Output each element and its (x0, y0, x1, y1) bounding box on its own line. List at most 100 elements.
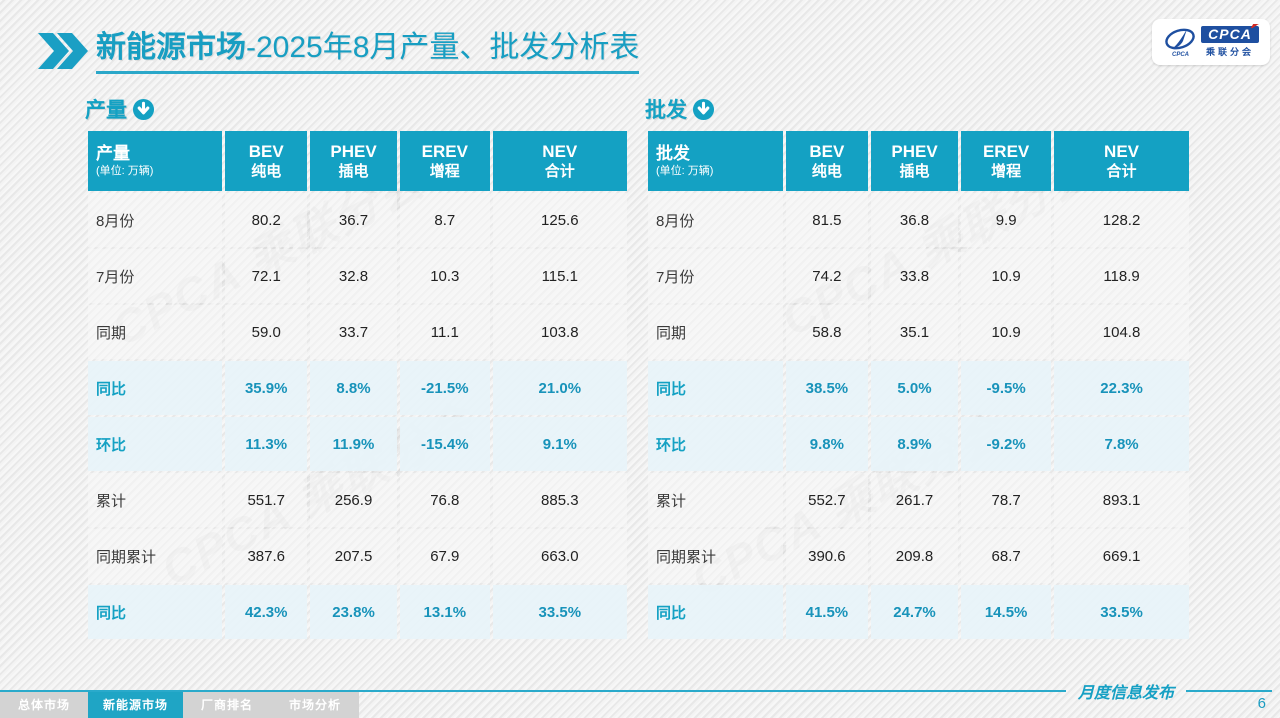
cell-value: 67.9 (400, 529, 490, 583)
row-label: 同比 (648, 585, 783, 639)
wholesale-table: 批发 (单位: 万辆) BEV 纯电 PHEV 插电 EREV 增程 NEV 合计 8月份 81.5… (645, 129, 1192, 641)
row-label: 8月份 (648, 193, 783, 247)
footer-tab-总体市场[interactable]: 总体市场 (0, 691, 88, 718)
row-label: 环比 (648, 417, 783, 471)
row-label: 同期累计 (88, 529, 223, 583)
cell-value: 36.8 (870, 193, 959, 247)
column-header: NEV 合计 (492, 131, 627, 191)
footer-tab-市场分析[interactable]: 市场分析 (271, 691, 359, 718)
row-label: 累计 (88, 473, 223, 527)
footer-line-right (1186, 690, 1272, 692)
cpca-abbr: CPCA (1201, 26, 1259, 43)
circle-down-arrow-icon (692, 98, 715, 120)
table-row: 同期累计 387.6 207.5 67.9 663.0 (88, 529, 627, 583)
cell-value: 885.3 (492, 473, 627, 527)
header: 新能源市场-2025年8月产量、批发分析表 (36, 30, 640, 74)
row-label: 7月份 (648, 249, 783, 303)
cell-value: 10.9 (961, 305, 1052, 359)
cell-value: 207.5 (310, 529, 397, 583)
cell-value: 9.9 (961, 193, 1052, 247)
table-corner-header: 产量 (单位: 万辆) (88, 131, 223, 191)
row-label: 8月份 (88, 193, 223, 247)
cpca-logo-text: CPCA 乘联分会 (1201, 26, 1259, 58)
row-label: 7月份 (88, 249, 223, 303)
wholesale-section-header: 批发 (645, 96, 1192, 122)
cell-value: 390.6 (785, 529, 868, 583)
table-row: 同比 38.5% 5.0% -9.5% 22.3% (648, 361, 1189, 415)
cell-value: 10.3 (400, 249, 490, 303)
cell-value: 8.9% (870, 417, 959, 471)
cell-value: 35.1 (870, 305, 959, 359)
cell-value: -9.2% (961, 417, 1052, 471)
table-row: 累计 552.7 261.7 78.7 893.1 (648, 473, 1189, 527)
cell-value: 33.5% (492, 585, 627, 639)
cell-value: 76.8 (400, 473, 490, 527)
production-section-header: 产量 (85, 96, 630, 122)
cell-value: 11.1 (400, 305, 490, 359)
cell-value: 78.7 (961, 473, 1052, 527)
cell-value: 669.1 (1054, 529, 1189, 583)
footer-line-left (0, 690, 1066, 692)
cell-value: 11.3% (225, 417, 308, 471)
cell-value: 118.9 (1054, 249, 1189, 303)
column-header: BEV 纯电 (785, 131, 868, 191)
cpca-emblem-icon: CPCA (1165, 28, 1195, 58)
cell-value: -15.4% (400, 417, 490, 471)
cell-value: 59.0 (225, 305, 308, 359)
footer-tab-新能源市场[interactable]: 新能源市场 (88, 691, 183, 718)
cell-value: 8.7 (400, 193, 490, 247)
cell-value: 9.8% (785, 417, 868, 471)
cell-value: 22.3% (1054, 361, 1189, 415)
cell-value: 10.9 (961, 249, 1052, 303)
cell-value: 81.5 (785, 193, 868, 247)
cell-value: 104.8 (1054, 305, 1189, 359)
row-label: 同比 (88, 585, 223, 639)
corner-unit: (单位: 万辆) (656, 165, 714, 177)
column-header: EREV 增程 (961, 131, 1052, 191)
cell-value: 552.7 (785, 473, 868, 527)
footer-tab-厂商排名[interactable]: 厂商排名 (183, 691, 271, 718)
row-label: 同比 (88, 361, 223, 415)
column-header: PHEV 插电 (310, 131, 397, 191)
table-row: 同期 59.0 33.7 11.1 103.8 (88, 305, 627, 359)
cell-value: 21.0% (492, 361, 627, 415)
column-header: NEV 合计 (1054, 131, 1189, 191)
corner-label: 产量 (96, 144, 130, 163)
table-row: 同期累计 390.6 209.8 68.7 669.1 (648, 529, 1189, 583)
cell-value: 72.1 (225, 249, 308, 303)
cell-value: 33.5% (1054, 585, 1189, 639)
cell-value: 14.5% (961, 585, 1052, 639)
column-header: PHEV 插电 (870, 131, 959, 191)
cell-value: 42.3% (225, 585, 308, 639)
table-row: 同比 35.9% 8.8% -21.5% 21.0% (88, 361, 627, 415)
circle-down-arrow-icon (132, 98, 155, 120)
cell-value: 7.8% (1054, 417, 1189, 471)
page-number: 6 (1257, 695, 1266, 712)
svg-text:CPCA: CPCA (1172, 52, 1189, 58)
cell-value: 8.8% (310, 361, 397, 415)
cell-value: 115.1 (492, 249, 627, 303)
row-label: 同期累计 (648, 529, 783, 583)
cell-value: 387.6 (225, 529, 308, 583)
cell-value: -21.5% (400, 361, 490, 415)
corner-unit: (单位: 万辆) (96, 165, 154, 177)
table-row: 8月份 81.5 36.8 9.9 128.2 (648, 193, 1189, 247)
row-label: 环比 (88, 417, 223, 471)
cell-value: 23.8% (310, 585, 397, 639)
cell-value: 41.5% (785, 585, 868, 639)
production-table-wrap: CPCA 乘联分会 CPCA 乘联分会 产量(单位: 万辆)BEV纯电PHEV插… (85, 129, 630, 641)
cell-value: 128.2 (1054, 193, 1189, 247)
wholesale-section-label: 批发 (645, 99, 687, 122)
cell-value: 261.7 (870, 473, 959, 527)
table-row: 累计 551.7 256.9 76.8 885.3 (88, 473, 627, 527)
production-section-label: 产量 (85, 99, 127, 122)
production-section: 产量 CPCA 乘联分会 CPCA 乘联分会 产量(单位: 万辆)BEV纯电PH… (85, 96, 630, 641)
table-row: 环比 9.8% 8.9% -9.2% 7.8% (648, 417, 1189, 471)
cell-value: 663.0 (492, 529, 627, 583)
cell-value: 33.7 (310, 305, 397, 359)
table-row: 环比 11.3% 11.9% -15.4% 9.1% (88, 417, 627, 471)
cell-value: 24.7% (870, 585, 959, 639)
page-title-bold: 新能源市场 (96, 31, 246, 64)
cell-value: 11.9% (310, 417, 397, 471)
